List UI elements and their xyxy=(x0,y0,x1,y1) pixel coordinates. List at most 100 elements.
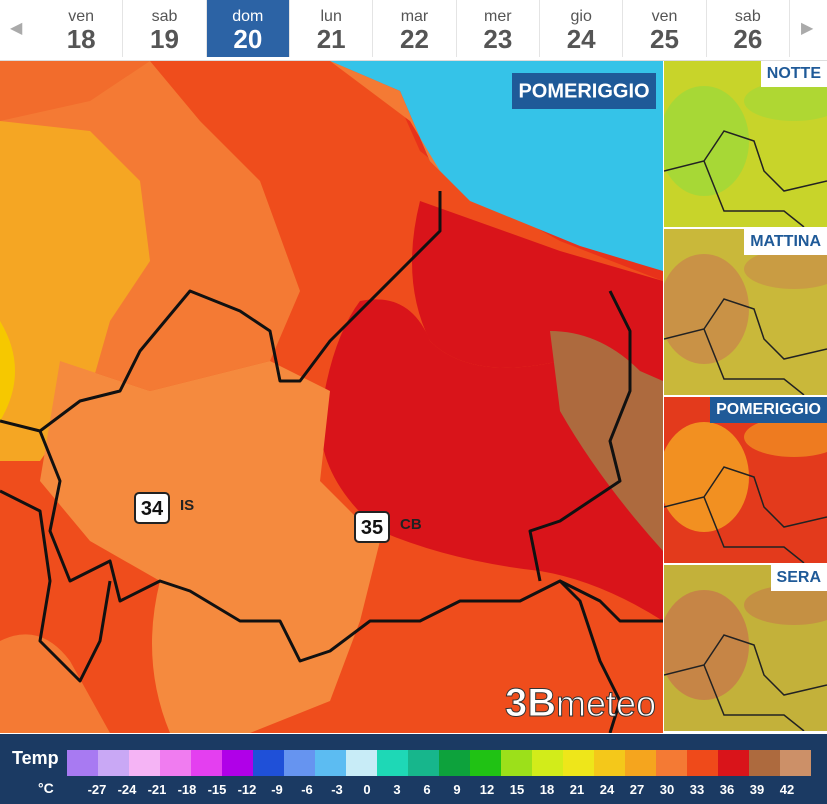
thumbnail[interactable]: POMERIGGIO xyxy=(664,397,827,563)
thumb-label: MATTINA xyxy=(744,229,827,255)
legend-tick: 3 xyxy=(393,782,401,797)
legend-tick: 18 xyxy=(539,782,555,797)
legend-title: Temp xyxy=(12,748,59,768)
legend-swatch xyxy=(625,750,656,776)
day-number: 26 xyxy=(733,24,763,54)
day-tab[interactable]: ven 25 xyxy=(623,0,707,57)
thumb-label: NOTTE xyxy=(760,61,827,87)
legend-tick: -9 xyxy=(271,782,283,797)
period-label: POMERIGGIO xyxy=(518,80,649,102)
day-tab[interactable]: mer 23 xyxy=(457,0,540,57)
city-badge xyxy=(354,511,390,543)
thumbnail[interactable]: SERA xyxy=(664,565,827,731)
legend-tick: -21 xyxy=(147,782,167,797)
city-temp: 35 xyxy=(361,517,383,539)
legend-swatch xyxy=(594,750,625,776)
legend-unit: °C xyxy=(38,780,54,796)
legend-swatch xyxy=(687,750,718,776)
legend-swatch xyxy=(718,750,749,776)
city-name: CB xyxy=(400,516,422,533)
legend-swatch xyxy=(563,750,594,776)
legend: Temp °C -27 -24 -21 -18 -15 -12 -9 -6 -3 0 3 6 9 12 15… xyxy=(0,734,827,804)
legend-swatch xyxy=(780,750,811,776)
legend-swatch xyxy=(532,750,563,776)
thumb-map xyxy=(664,565,827,731)
legend-tick: 15 xyxy=(509,782,525,797)
city-temp: 34 xyxy=(141,498,164,520)
day-tab[interactable]: sab 19 xyxy=(123,0,207,57)
logo-mark: 3B xyxy=(505,681,556,725)
thumb-map xyxy=(664,61,827,227)
day-tab[interactable]: sab 26 xyxy=(707,0,790,57)
day-name: gio xyxy=(570,8,592,25)
legend-swatch xyxy=(501,750,532,776)
legend-swatch xyxy=(470,750,501,776)
temperature-map: POMERIGGIO 34 IS 35 CB 3B meteo xyxy=(0,61,663,733)
legend-tick: 24 xyxy=(599,782,615,797)
legend-tick: 39 xyxy=(749,782,765,797)
day-nav: ◀ ▶ ven 18 sab 19 dom 20 lun 21 mar 22 mer 23 gio 24 v… xyxy=(0,0,827,61)
legend-tick: 6 xyxy=(423,782,431,797)
legend-swatch xyxy=(315,750,346,776)
legend-tick: -12 xyxy=(237,782,257,797)
legend-tick: -15 xyxy=(207,782,227,797)
thumb-label: POMERIGGIO xyxy=(710,397,827,423)
legend-swatch xyxy=(98,750,129,776)
logo: meteo xyxy=(556,683,656,724)
legend-swatch xyxy=(191,750,222,776)
legend-swatch xyxy=(408,750,439,776)
legend-tick: 9 xyxy=(453,782,461,797)
day-number: 19 xyxy=(150,24,179,54)
day-name: ven xyxy=(651,8,678,25)
day-number: 18 xyxy=(66,24,96,54)
legend-swatch xyxy=(160,750,191,776)
day-number: 25 xyxy=(650,24,679,54)
legend-swatch xyxy=(377,750,408,776)
day-number: 20 xyxy=(233,24,263,54)
day-tab[interactable]: dom 20 xyxy=(206,0,290,57)
day-tab[interactable]: ven 18 xyxy=(40,0,124,57)
day-tab[interactable]: gio 24 xyxy=(540,0,624,57)
prev-arrow[interactable]: ◀ xyxy=(10,20,23,37)
day-name: ven xyxy=(68,8,95,25)
day-name: lun xyxy=(320,8,342,25)
legend-swatch xyxy=(346,750,377,776)
city-name: IS xyxy=(180,497,194,514)
legend-tick: 42 xyxy=(779,782,795,797)
day-name: mar xyxy=(400,8,429,25)
period-badge xyxy=(512,73,656,109)
day-number: 23 xyxy=(483,24,513,54)
thumbnail[interactable]: MATTINA xyxy=(664,229,827,395)
legend-tick: -18 xyxy=(177,782,197,797)
legend-tick: 0 xyxy=(363,782,371,797)
legend-swatch xyxy=(222,750,253,776)
legend-swatch xyxy=(129,750,160,776)
legend-tick: -24 xyxy=(117,782,137,797)
thumb-map xyxy=(664,397,827,563)
day-tab[interactable]: mar 22 xyxy=(373,0,457,57)
legend-tick: 33 xyxy=(689,782,705,797)
day-name: dom xyxy=(232,8,264,25)
legend-swatch xyxy=(439,750,470,776)
legend-swatch xyxy=(284,750,315,776)
legend-tick: 36 xyxy=(719,782,735,797)
day-name: sab xyxy=(734,8,761,25)
day-number: 21 xyxy=(316,24,346,54)
day-tab[interactable]: lun 21 xyxy=(290,0,374,57)
legend-swatch xyxy=(656,750,687,776)
next-arrow[interactable]: ▶ xyxy=(801,20,814,37)
day-number: 24 xyxy=(566,24,596,54)
legend-swatch xyxy=(67,750,98,776)
day-name: sab xyxy=(151,8,178,25)
legend-tick: -6 xyxy=(301,782,313,797)
legend-swatch xyxy=(749,750,780,776)
thumbnail[interactable]: NOTTE xyxy=(664,61,827,227)
day-number: 22 xyxy=(400,24,429,54)
legend-tick: 30 xyxy=(659,782,675,797)
thumb-label: SERA xyxy=(770,565,827,591)
legend-tick: -27 xyxy=(87,782,107,797)
thumb-map xyxy=(664,229,827,395)
city-badge xyxy=(134,492,170,524)
legend-tick: 27 xyxy=(629,782,645,797)
